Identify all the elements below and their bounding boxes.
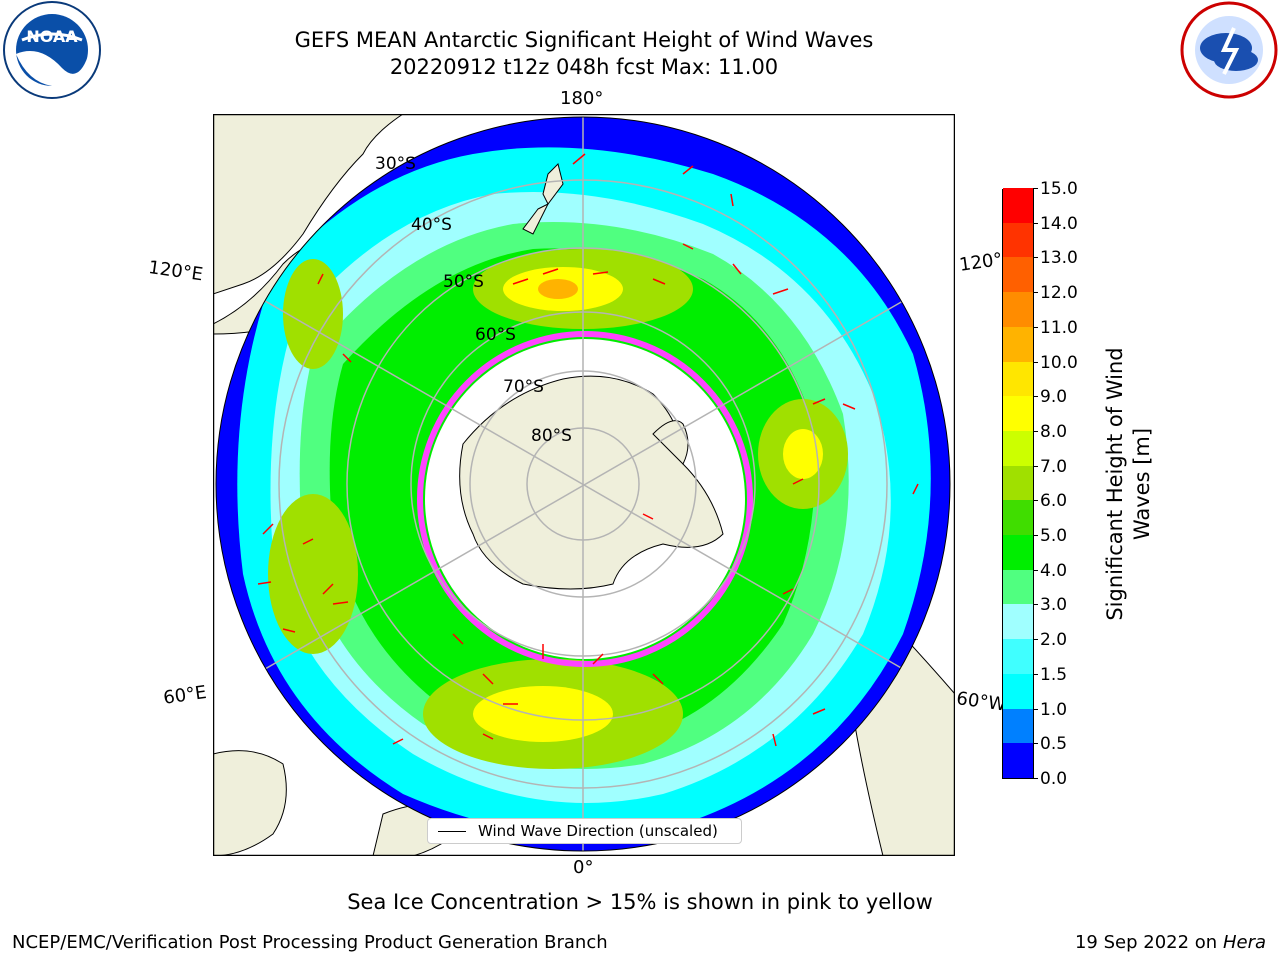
colorbar-tick-label: 1.5 [1032,664,1068,685]
colorbar [1002,187,1034,779]
lon-label-0: 0° [573,857,594,878]
lat-label-60s: 60°S [475,325,516,345]
colorbar-segment [1003,326,1033,362]
colorbar-segment [1003,465,1033,501]
chart-title: GEFS MEAN Antarctic Significant Height o… [294,28,874,52]
colorbar-tick-label: 5.0 [1032,526,1068,547]
colorbar-segment [1003,742,1033,778]
colorbar-tick-label: 11.0 [1033,317,1078,338]
colorbar-segment [1003,708,1033,744]
colorbar-segment [1003,673,1033,709]
lat-label-80s: 80°S [531,426,572,446]
colorbar-segment [1003,361,1033,397]
colorbar-tick-label: 9.0 [1032,387,1068,408]
credit-system: Hera [1222,932,1266,953]
colorbar-tick-label: 0.5 [1032,734,1068,755]
nws-logo [1180,1,1278,99]
chart-subtitle: 20220912 t12z 048h fcst Max: 11.00 [389,55,779,79]
sea-ice-note: Sea Ice Concentration > 15% is shown in … [347,890,933,914]
colorbar-segment [1003,430,1033,466]
lon-label-60e: 60°E [162,681,208,709]
colorbar-tick-label: 8.0 [1032,421,1068,442]
lat-label-30s: 30°S [375,154,416,174]
legend-line-swatch [438,831,466,832]
colorbar-tick-label: 1.0 [1032,699,1068,720]
lon-label-180: 180° [560,88,604,109]
credit-date: 19 Sep 2022 on Hera [1075,932,1266,953]
colorbar-segment [1003,291,1033,327]
colorbar-segment [1003,395,1033,431]
colorbar-tick-label: 14.0 [1033,213,1078,234]
polar-map: 30°S 40°S 50°S 60°S 70°S 80°S [213,114,955,856]
lat-label-40s: 40°S [411,215,452,235]
lon-label-60w: 60°W [955,688,1008,716]
colorbar-tick-label: 12.0 [1033,283,1078,304]
lon-label-120e: 120°E [147,257,205,286]
colorbar-tick-label: 15.0 [1033,179,1078,199]
colorbar-segment [1003,222,1033,258]
colorbar-segment [1003,603,1033,640]
colorbar-label: Significant Height of Wind Waves [m] [1103,347,1154,621]
map-legend: Wind Wave Direction (unscaled) [427,818,742,844]
credit-date-text: 19 Sep 2022 on [1074,932,1218,953]
colorbar-segment [1003,534,1033,570]
colorbar-segment [1003,569,1033,605]
colorbar-segment [1003,187,1033,223]
lon-label-120w: 120° [958,248,1004,276]
svg-text:NOAA: NOAA [26,27,78,46]
noaa-logo: NOAA [3,1,101,99]
colorbar-tick-label: 4.0 [1032,560,1068,581]
colorbar-tick-label: 10.0 [1033,352,1078,373]
legend-label: Wind Wave Direction (unscaled) [478,822,718,840]
colorbar-segment [1003,638,1033,674]
lat-label-50s: 50°S [443,272,484,292]
colorbar-segment [1003,499,1033,536]
colorbar-tick-label: 6.0 [1032,491,1068,512]
colorbar-tick-label: 3.0 [1032,595,1068,616]
colorbar-tick-label: 7.0 [1032,456,1068,477]
colorbar-segment [1003,256,1033,293]
credit-branch: NCEP/EMC/Verification Post Processing Pr… [12,932,608,953]
colorbar-tick-label: 13.0 [1033,248,1078,269]
colorbar-tick-label: 2.0 [1032,630,1068,651]
lat-label-70s: 70°S [503,377,544,397]
colorbar-tick-label: 0.0 [1032,769,1068,789]
